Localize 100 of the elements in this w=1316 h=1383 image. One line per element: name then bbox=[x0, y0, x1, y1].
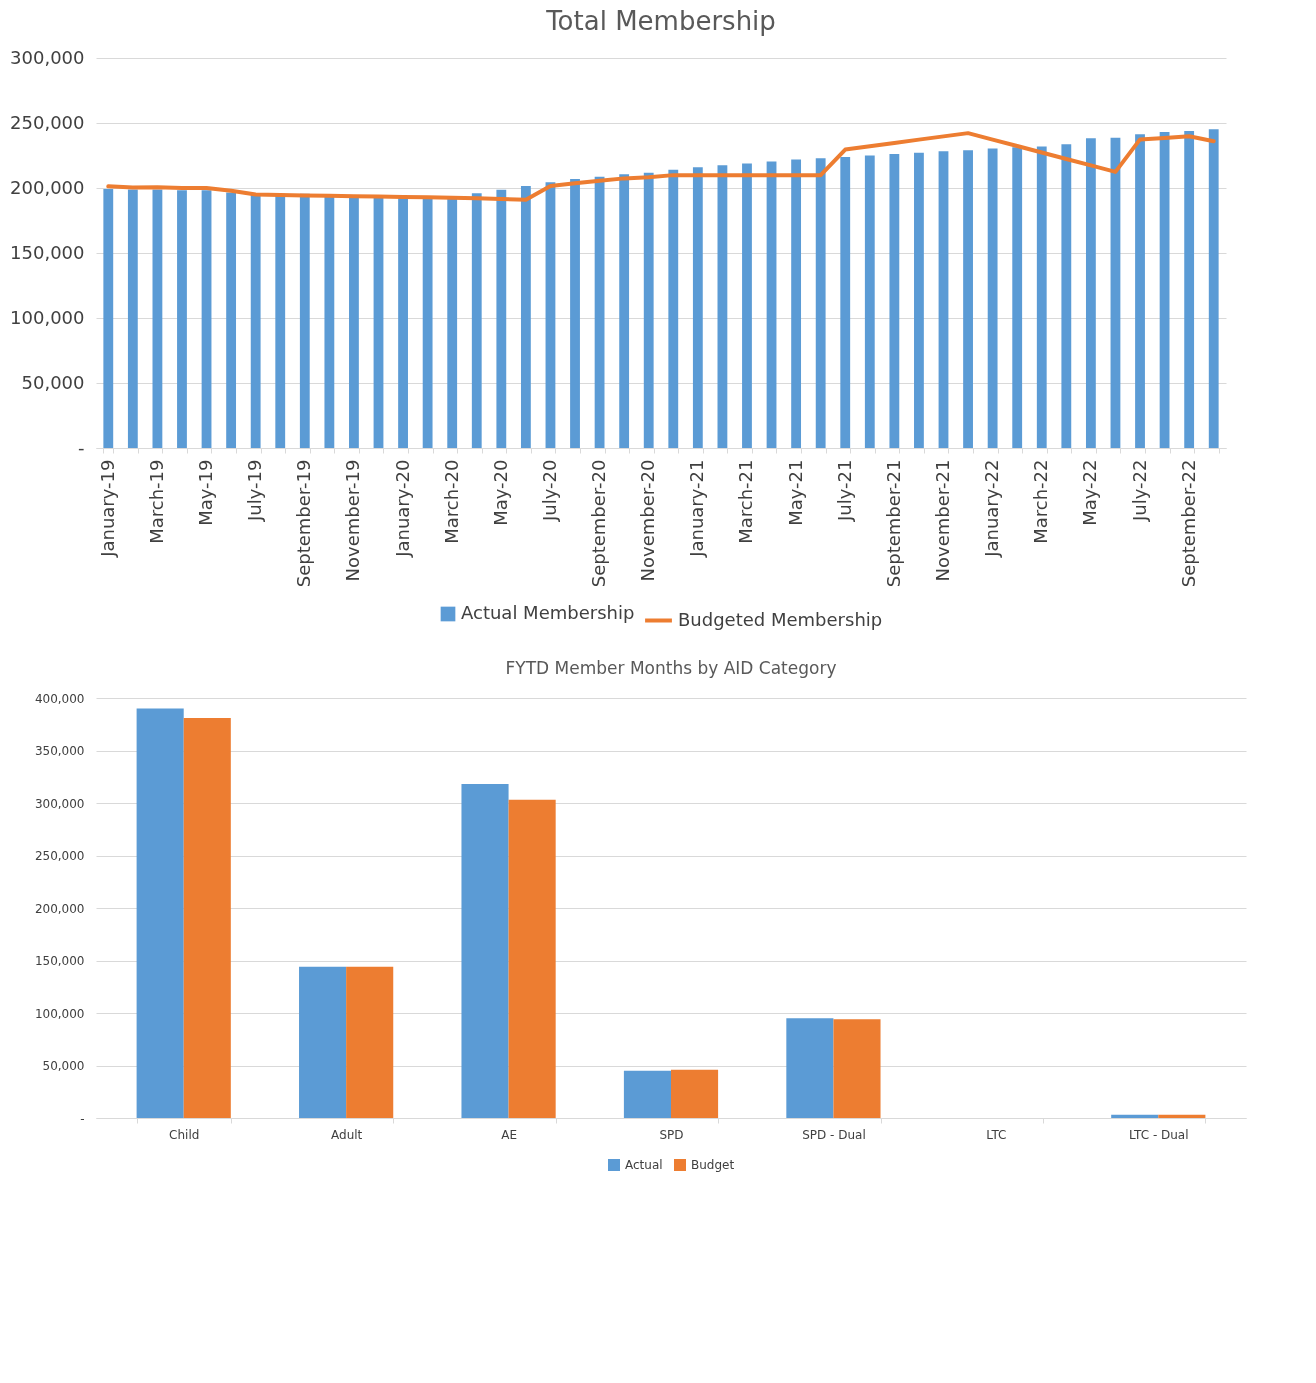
x-tick-label: January-20 bbox=[391, 459, 413, 558]
y-tick-label: 50,000 bbox=[21, 371, 85, 393]
x-tick-label: May-19 bbox=[195, 459, 217, 526]
bar bbox=[226, 192, 237, 448]
bar bbox=[201, 190, 212, 448]
bar bbox=[1135, 134, 1145, 448]
bar bbox=[1012, 147, 1023, 448]
bar bbox=[461, 784, 509, 1118]
bar bbox=[349, 196, 359, 448]
legend-label: Budget bbox=[691, 1158, 735, 1172]
bar bbox=[447, 197, 458, 448]
bar bbox=[594, 176, 605, 448]
bar bbox=[717, 165, 728, 448]
x-tick-label: January-22 bbox=[981, 459, 1003, 558]
x-tick-label: September-22 bbox=[1177, 459, 1199, 588]
x-tick-label: November-21 bbox=[932, 459, 953, 582]
x-tick-label: May-22 bbox=[1079, 459, 1101, 526]
x-tick-label: March-21 bbox=[735, 459, 757, 544]
bar bbox=[742, 163, 752, 448]
bar bbox=[786, 1018, 834, 1118]
x-tick-label: March-22 bbox=[1030, 459, 1052, 544]
x-tick-label: July-22 bbox=[1128, 459, 1150, 522]
x-tick-label: January-19 bbox=[96, 459, 118, 558]
bar bbox=[1061, 144, 1072, 448]
y-tick-label: 400,000 bbox=[34, 691, 85, 706]
bar bbox=[1111, 1114, 1159, 1118]
bar bbox=[643, 172, 654, 448]
bar bbox=[152, 189, 163, 448]
bar bbox=[177, 190, 187, 448]
bar bbox=[692, 167, 703, 448]
bar bbox=[840, 156, 851, 448]
x-tick-label: LTC bbox=[986, 1127, 1007, 1142]
bar bbox=[938, 151, 949, 448]
x-tick-label: September-21 bbox=[882, 459, 904, 588]
bar bbox=[623, 1070, 671, 1118]
x-tick-label: November-20 bbox=[637, 459, 659, 582]
bar bbox=[1036, 146, 1047, 448]
bar bbox=[864, 155, 875, 448]
bar bbox=[889, 154, 900, 448]
bar bbox=[815, 158, 826, 448]
bar bbox=[1184, 131, 1195, 448]
bar bbox=[668, 169, 679, 448]
bar bbox=[496, 189, 507, 448]
x-tick-label: May-21 bbox=[784, 459, 806, 526]
y-tick-label: - bbox=[80, 1111, 85, 1126]
bar bbox=[1085, 138, 1096, 448]
line-series bbox=[106, 131, 1216, 202]
y-tick-label: 300,000 bbox=[10, 46, 85, 68]
x-tick-label: March-19 bbox=[145, 459, 167, 544]
x-tick-label: May-20 bbox=[489, 459, 511, 526]
x-tick-label: March-20 bbox=[440, 459, 462, 544]
bar bbox=[346, 966, 394, 1118]
bar bbox=[671, 1069, 719, 1118]
y-tick-label: 250,000 bbox=[10, 111, 85, 133]
x-tick-label: Child bbox=[169, 1127, 200, 1142]
bar bbox=[373, 196, 384, 448]
y-tick-label: 200,000 bbox=[34, 901, 85, 916]
bar bbox=[791, 159, 802, 448]
bar bbox=[136, 708, 184, 1118]
bar bbox=[914, 152, 924, 448]
x-tick-label: LTC - Dual bbox=[1129, 1127, 1189, 1142]
chart-title: FYTD Member Months by AID Category bbox=[505, 658, 837, 678]
x-tick-label: July-20 bbox=[538, 459, 560, 522]
x-tick-label: September-19 bbox=[293, 459, 315, 588]
chart-title: Total Membership bbox=[545, 6, 776, 36]
bar bbox=[833, 1019, 881, 1118]
bar bbox=[963, 150, 973, 448]
bar bbox=[987, 148, 998, 448]
y-tick-label: 150,000 bbox=[34, 954, 85, 968]
x-tick-label: July-19 bbox=[244, 459, 266, 522]
bar bbox=[508, 799, 556, 1118]
legend-label: Actual bbox=[625, 1158, 663, 1172]
bar bbox=[127, 189, 138, 448]
y-tick-label: 200,000 bbox=[10, 176, 85, 198]
x-tick-label: July-21 bbox=[833, 459, 855, 522]
legend-label: Budgeted Membership bbox=[678, 608, 883, 630]
y-tick-label: 100,000 bbox=[10, 306, 85, 328]
y-tick-label: 100,000 bbox=[34, 1006, 85, 1021]
y-tick-label: 50,000 bbox=[42, 1059, 85, 1073]
x-tick-label: November-19 bbox=[342, 459, 364, 582]
x-tick-label: SPD - Dual bbox=[802, 1127, 866, 1142]
y-tick-label: - bbox=[78, 436, 85, 458]
bar bbox=[250, 194, 261, 448]
bar bbox=[1110, 137, 1121, 448]
x-tick-label: January-21 bbox=[686, 459, 708, 558]
x-tick-label: SPD bbox=[659, 1127, 684, 1142]
bar bbox=[398, 197, 408, 448]
legend-label: Actual Membership bbox=[461, 602, 635, 623]
x-tick-label: Adult bbox=[331, 1127, 363, 1142]
y-tick-label: 150,000 bbox=[10, 241, 85, 263]
bar bbox=[299, 966, 347, 1118]
y-tick-label: 300,000 bbox=[34, 796, 85, 811]
bar bbox=[103, 189, 114, 448]
bar bbox=[1208, 129, 1219, 448]
bar bbox=[570, 179, 580, 448]
bar bbox=[183, 717, 231, 1118]
bar bbox=[471, 193, 482, 448]
y-tick-label: 250,000 bbox=[34, 849, 85, 863]
bar bbox=[1159, 132, 1170, 448]
bar bbox=[520, 185, 531, 448]
